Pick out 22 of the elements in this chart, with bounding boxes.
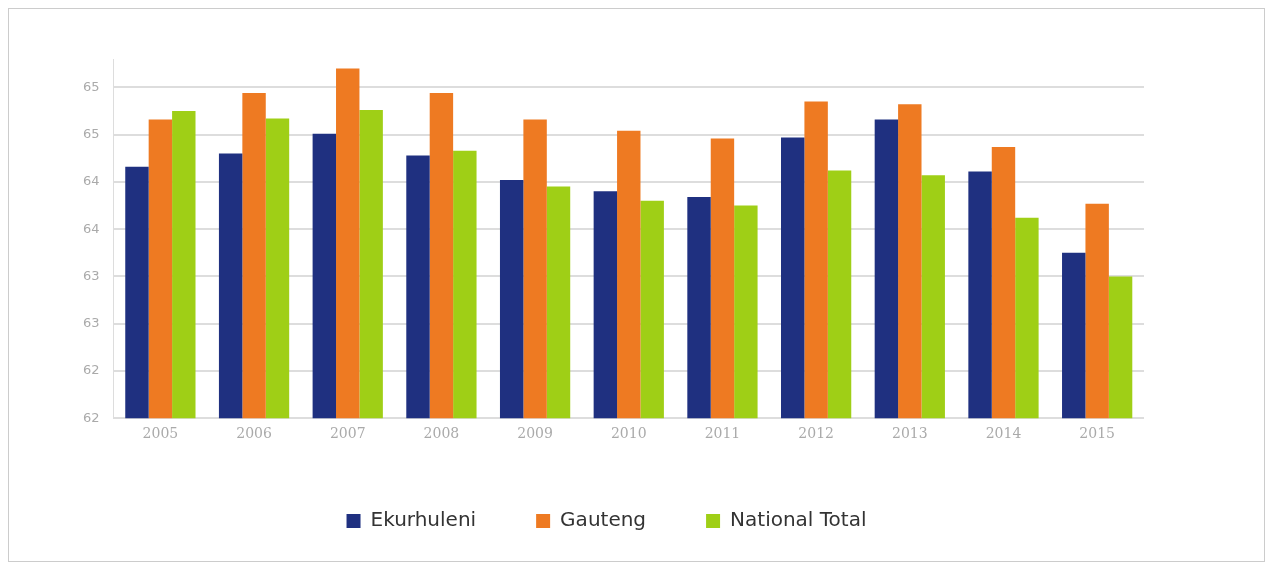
legend-label: National Total xyxy=(730,507,867,532)
x-tick-label: 2011 xyxy=(704,425,741,442)
x-tick-label: 2015 xyxy=(1079,425,1115,442)
x-tick-label: 2012 xyxy=(798,425,834,442)
x-tick-label: 2013 xyxy=(891,425,928,442)
y-tick-label: 62 xyxy=(83,409,100,425)
y-tick-label: 64 xyxy=(83,220,100,236)
y-tick-label: 63 xyxy=(83,267,100,283)
y-tick-label: 65 xyxy=(83,126,100,141)
x-tick-label: 2010 xyxy=(610,425,647,442)
x-tick-label: 2006 xyxy=(236,425,272,442)
x-tick-label: 2007 xyxy=(329,425,366,442)
x-tick-label: 2008 xyxy=(423,425,460,442)
y-tick-label: 62 xyxy=(83,362,100,378)
x-tick-label: 2014 xyxy=(985,425,1022,442)
y-tick-label: 65 xyxy=(83,78,100,94)
y-tick-label: 63 xyxy=(83,315,100,331)
legend-label: Ekurhuleni xyxy=(370,507,477,532)
y-tick-label: 64 xyxy=(83,173,100,189)
legend-label: Gauteng xyxy=(560,507,647,532)
x-tick-label: 2005 xyxy=(142,425,179,442)
x-tick-label: 2009 xyxy=(517,425,553,442)
